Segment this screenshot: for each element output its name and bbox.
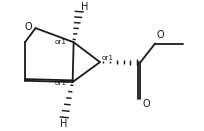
Text: or1: or1 — [54, 39, 67, 45]
Text: or1: or1 — [102, 55, 114, 61]
Text: H: H — [60, 119, 67, 129]
Text: O: O — [157, 29, 165, 40]
Text: O: O — [143, 99, 150, 109]
Text: O: O — [25, 23, 32, 32]
Text: or1: or1 — [54, 80, 67, 86]
Text: H: H — [81, 2, 89, 12]
